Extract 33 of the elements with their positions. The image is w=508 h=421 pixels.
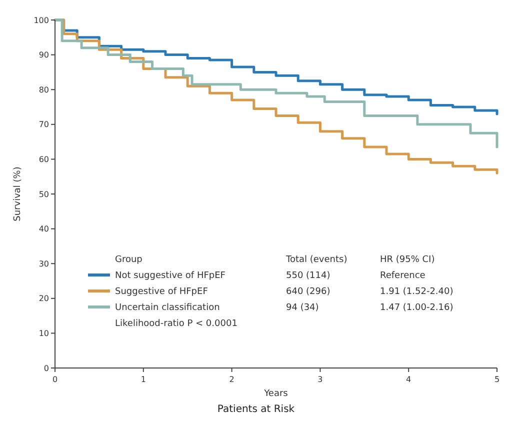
x-tick-label: 4 (406, 375, 412, 384)
y-tick-label: 90 (38, 50, 49, 60)
annotation: 640 (296) (286, 287, 330, 297)
legend-label: Not suggestive of HFpEF (115, 271, 226, 281)
legend-label: Suggestive of HFpEF (115, 287, 208, 297)
annotation: HR (95% CI) (380, 255, 435, 265)
legend-title: Group (115, 255, 143, 265)
x-tick-label: 3 (318, 375, 323, 384)
y-tick-label: 50 (38, 190, 49, 199)
y-tick-label: 100 (34, 16, 49, 25)
x-axis-title: Years (263, 389, 288, 399)
annotation: Reference (380, 271, 426, 281)
y-axis-title: Survival (%) (13, 166, 23, 222)
y-tick-label: 70 (38, 120, 49, 130)
x-tick-label: 2 (229, 375, 234, 384)
annotation: 94 (34) (286, 303, 319, 313)
y-tick-label: 80 (38, 85, 49, 94)
x-tick-label: 5 (494, 375, 500, 384)
y-tick-label: 60 (38, 155, 49, 164)
y-tick-label: 30 (38, 259, 49, 268)
x-tick-label: 1 (140, 375, 146, 384)
y-tick-label: 0 (44, 364, 49, 373)
x-tick-label: 0 (52, 375, 58, 384)
annotation: 1.91 (1.52-2.40) (380, 287, 454, 297)
annotation: 1.47 (1.00-2.16) (380, 303, 454, 313)
y-tick-label: 10 (38, 329, 49, 338)
text: Patients at Risk (217, 404, 295, 415)
annotation: Likelihood-ratio P < 0.0001 (115, 319, 238, 329)
annotation: Total (events) (285, 255, 348, 265)
y-tick-label: 20 (38, 294, 49, 304)
annotation: 550 (114) (286, 271, 330, 281)
y-tick-label: 40 (38, 224, 49, 234)
legend-label: Uncertain classification (115, 303, 220, 313)
